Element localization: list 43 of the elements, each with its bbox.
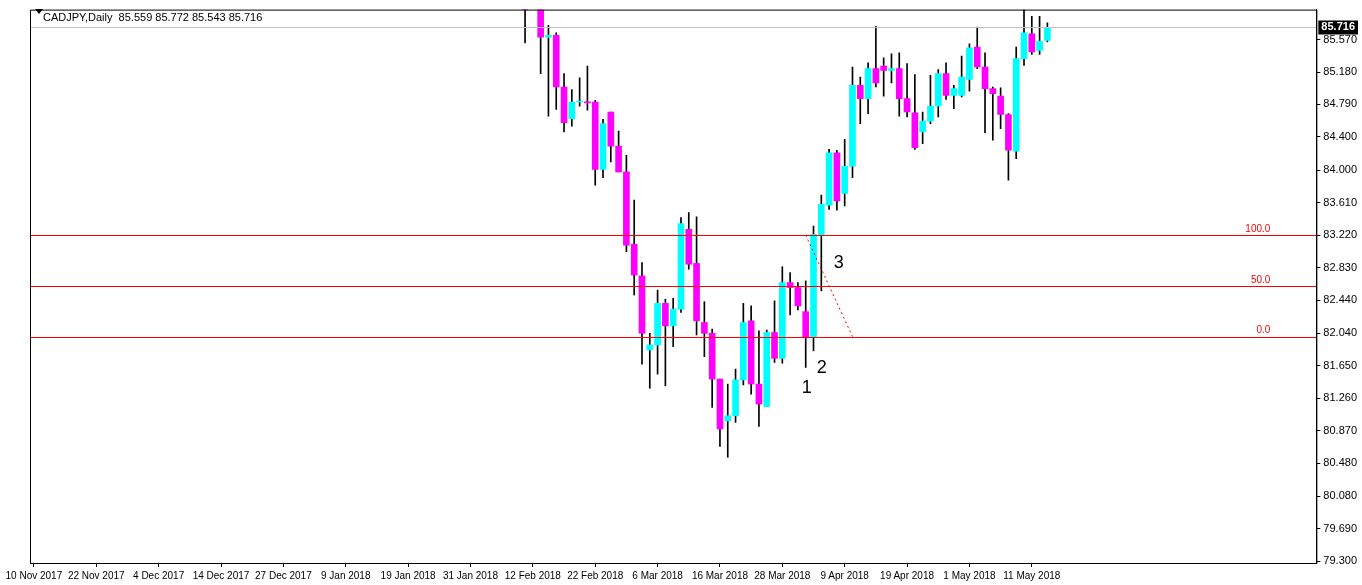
x-tick-label: 9 Apr 2018 — [820, 569, 870, 581]
chart-title: CADJPY,Daily 85.559 85.772 85.543 85.716 — [43, 10, 263, 23]
x-tick-label: 1 May 2018 — [943, 569, 996, 581]
y-tick-label: 83.220 — [1323, 228, 1358, 241]
x-tick-label: 4 Dec 2017 — [133, 569, 185, 581]
annotation: 100.0 — [1245, 222, 1271, 234]
x-tick-label: 22 Feb 2018 — [567, 569, 624, 581]
y-tick-label: 80.480 — [1323, 456, 1358, 469]
y-tick-label: 84.790 — [1323, 97, 1358, 110]
x-tick-label: 6 Mar 2018 — [632, 569, 684, 581]
x-tick-label: 27 Dec 2017 — [255, 569, 313, 581]
annotation: 3 — [833, 252, 844, 273]
x-tick-label: 9 Jan 2018 — [320, 569, 371, 581]
x-tick-label: 19 Apr 2018 — [880, 569, 935, 581]
annotation: 0.0 — [1256, 324, 1271, 336]
y-tick-label: 83.610 — [1323, 195, 1358, 208]
x-tick-label: 22 Nov 2017 — [67, 569, 126, 581]
y-tick-label: 84.400 — [1323, 129, 1358, 142]
y-tick-label: 81.650 — [1323, 358, 1358, 371]
y-tick-label: 82.440 — [1323, 293, 1358, 306]
candlestick — [646, 332, 654, 389]
x-tick-label: 31 Jan 2018 — [442, 569, 499, 581]
x-tick-label: 16 Mar 2018 — [691, 569, 749, 581]
y-tick-label: 84.000 — [1323, 163, 1358, 176]
x-tick-label: 11 May 2018 — [1003, 569, 1061, 581]
y-tick-label: 82.830 — [1323, 260, 1358, 273]
x-tick-label: 12 Feb 2018 — [504, 569, 562, 581]
ref-line-label: 85.716 — [1321, 20, 1356, 33]
x-tick-label: 14 Dec 2017 — [192, 569, 250, 581]
y-tick-label: 81.260 — [1323, 391, 1358, 404]
annotation: 1 — [801, 377, 812, 398]
x-tick-label: 10 Nov 2017 — [5, 569, 63, 581]
y-tick-label: 79.690 — [1323, 521, 1358, 534]
y-tick-label: 80.080 — [1323, 489, 1358, 502]
x-tick-label: 28 Mar 2018 — [754, 569, 811, 581]
y-tick-label: 85.570 — [1323, 32, 1358, 45]
y-tick-label: 80.870 — [1323, 423, 1358, 436]
y-tick-label: 79.300 — [1323, 554, 1358, 567]
annotation: 50.0 — [1250, 273, 1271, 285]
y-tick-label: 85.180 — [1323, 65, 1358, 78]
y-tick-label: 82.040 — [1323, 326, 1358, 339]
annotation: 2 — [816, 357, 827, 378]
x-tick-label: 19 Jan 2018 — [380, 569, 437, 581]
